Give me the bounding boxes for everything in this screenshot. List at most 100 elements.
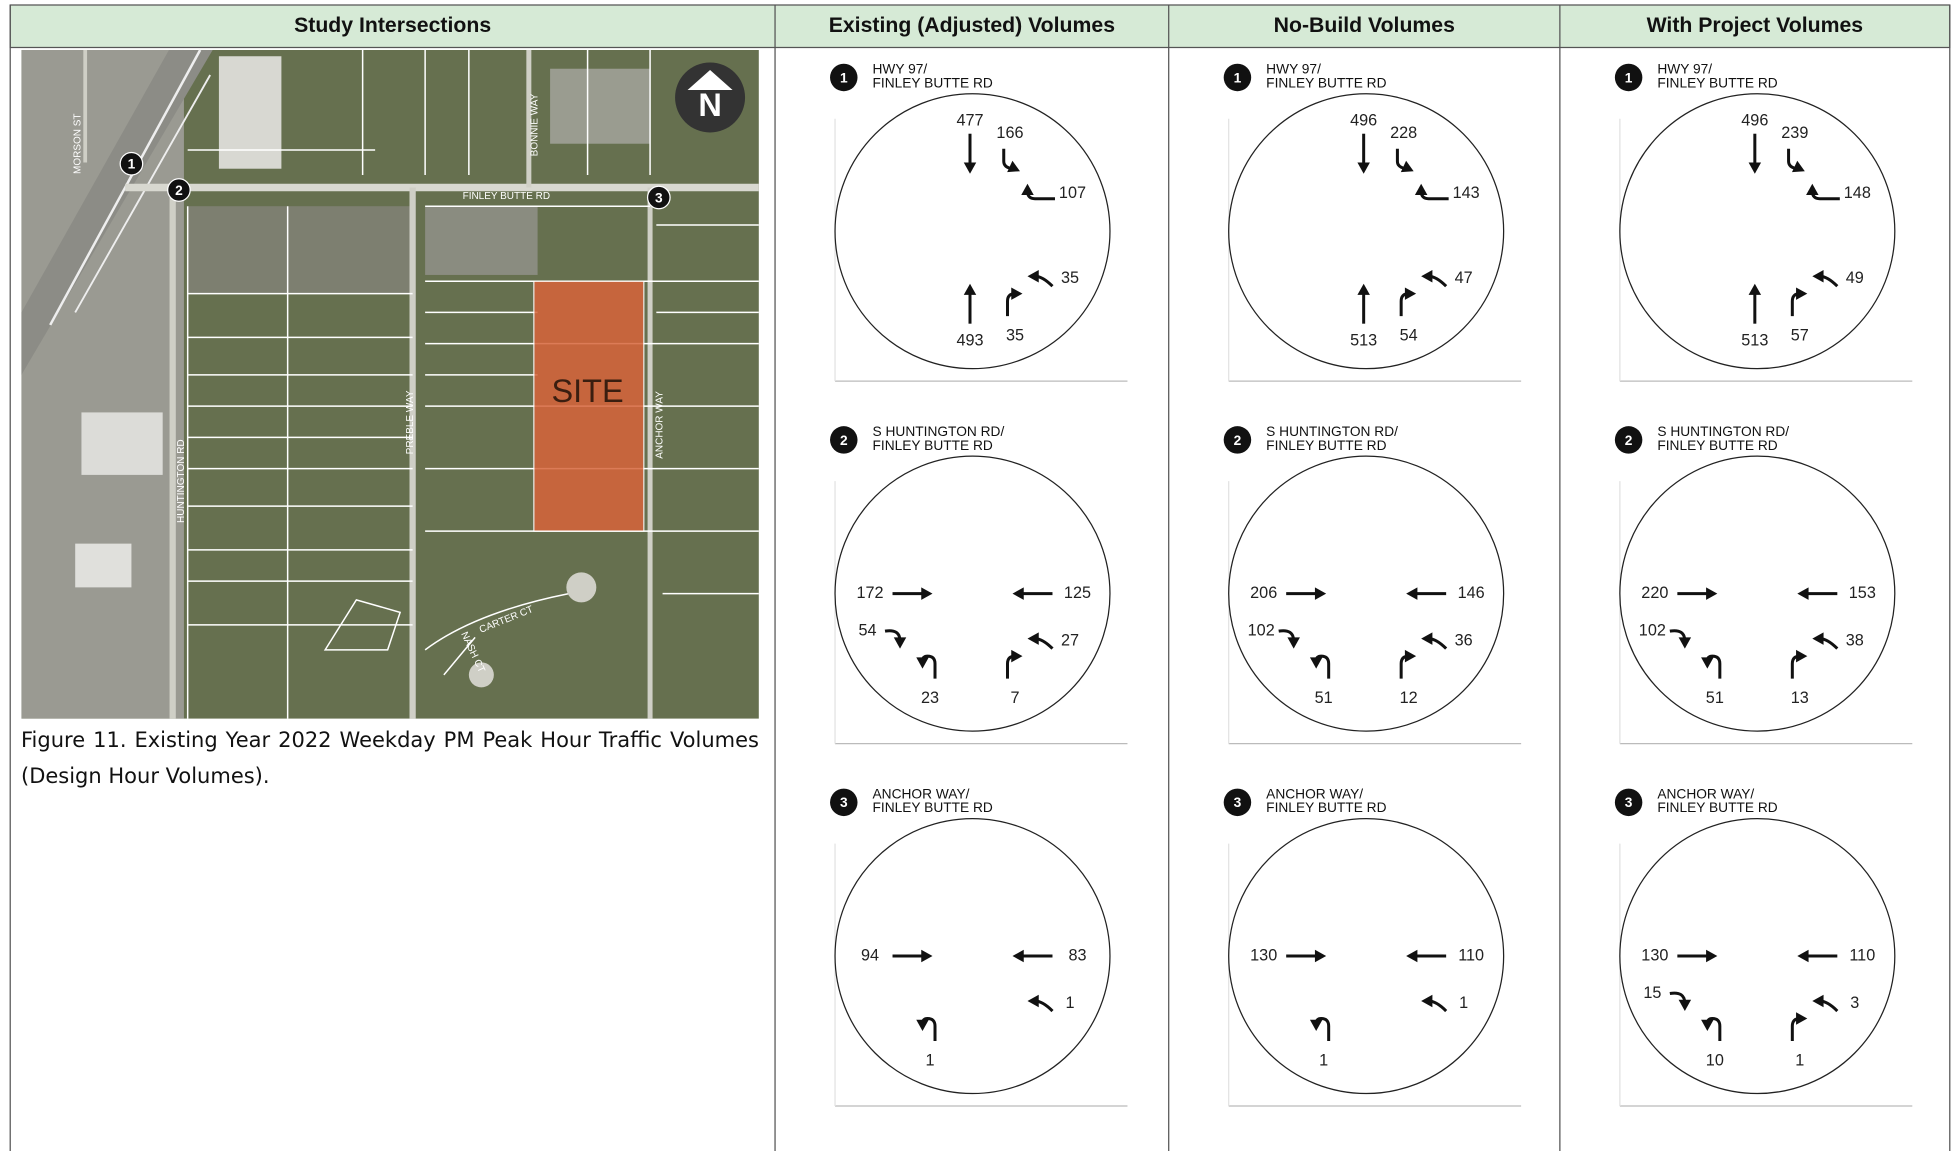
movement-arrow bbox=[1421, 994, 1448, 1013]
arrow-head bbox=[1791, 160, 1805, 173]
volume-label: 220 bbox=[1641, 584, 1668, 602]
volume-label: 10 bbox=[1706, 1051, 1724, 1069]
arrow-head bbox=[916, 657, 929, 669]
movement-arrow bbox=[884, 629, 907, 649]
arrow-head bbox=[1748, 162, 1762, 174]
intersection-diagram: 1 HWY 97/FINLEY BUTTE RD 477 166 107 35 493 35 bbox=[830, 62, 1128, 382]
volume-label: 3 bbox=[1850, 994, 1859, 1012]
intersection-number: 2 bbox=[1625, 433, 1633, 448]
intersection-diagram: 3 ANCHOR WAY/FINLEY BUTTE RD 130 110 1 1 bbox=[1223, 786, 1522, 1107]
arrow-head bbox=[1404, 287, 1417, 300]
movement-arrow bbox=[1790, 649, 1808, 679]
intersection-number: 1 bbox=[840, 70, 848, 85]
arrow-head bbox=[893, 637, 907, 649]
marker-number: 1 bbox=[128, 157, 136, 172]
arrow-head bbox=[1357, 283, 1370, 295]
volume-label: 36 bbox=[1455, 631, 1473, 649]
volume-label: 83 bbox=[1068, 946, 1086, 964]
intersection-circle bbox=[1619, 817, 1896, 1095]
intersection-circle bbox=[1619, 455, 1896, 732]
arrow-head bbox=[1806, 183, 1819, 195]
arrow-head bbox=[1701, 1019, 1714, 1032]
movement-arrow bbox=[963, 133, 977, 174]
movement-arrow bbox=[1669, 991, 1692, 1012]
volume-label: 1 bbox=[1459, 994, 1468, 1012]
movement-arrow bbox=[1399, 649, 1417, 679]
intersection-number: 2 bbox=[840, 433, 848, 448]
arrow-head bbox=[1421, 632, 1433, 645]
arrow-head bbox=[1406, 949, 1418, 963]
volume-label: 47 bbox=[1455, 269, 1473, 287]
intersection-circle bbox=[834, 93, 1111, 370]
arrow-head bbox=[1287, 637, 1300, 649]
arrow-head bbox=[1748, 283, 1762, 295]
volume-label: 110 bbox=[1458, 946, 1484, 964]
intersection-diagram: 2 S HUNTINGTON RD/FINLEY BUTTE RD 172 125 54… bbox=[830, 424, 1128, 745]
intersection-circle bbox=[1228, 817, 1505, 1095]
volume-label: 172 bbox=[856, 584, 883, 602]
arrow-head bbox=[1404, 649, 1417, 663]
volume-label: 1 bbox=[1319, 1051, 1328, 1069]
intersection-name: FINLEY BUTTE RD bbox=[1657, 800, 1777, 815]
intersection-number: 1 bbox=[1625, 70, 1633, 85]
movement-arrow bbox=[1005, 287, 1023, 317]
intersection-name: FINLEY BUTTE RD bbox=[1266, 800, 1386, 815]
volume-label: 239 bbox=[1781, 124, 1808, 142]
arrow-head bbox=[1357, 162, 1370, 174]
intersection-name: FINLEY BUTTE RD bbox=[873, 800, 993, 815]
volume-label: 153 bbox=[1849, 584, 1876, 602]
intersection-name: HWY 97/ bbox=[1266, 62, 1321, 77]
arrow-head bbox=[1021, 183, 1034, 195]
intersection-number: 2 bbox=[1234, 433, 1242, 448]
volume-label: 94 bbox=[861, 946, 879, 964]
volume-label: 12 bbox=[1400, 689, 1418, 707]
arrow-head bbox=[1406, 587, 1418, 600]
intersection-diagram: 2 S HUNTINGTON RD/FINLEY BUTTE RD 220 153 10… bbox=[1614, 424, 1913, 745]
intersection-name: HWY 97/ bbox=[873, 62, 928, 77]
arrow-head bbox=[1007, 160, 1020, 173]
movement-arrow bbox=[1701, 1017, 1722, 1042]
intersection-name: FINLEY BUTTE RD bbox=[1657, 75, 1777, 90]
intersection-name: S HUNTINGTON RD/ bbox=[873, 424, 1005, 439]
movement-arrow bbox=[1797, 587, 1838, 600]
volume-label: 110 bbox=[1849, 946, 1875, 964]
intersection-name: ANCHOR WAY/ bbox=[873, 786, 970, 801]
intersection-circle bbox=[1619, 93, 1896, 370]
arrow-head bbox=[1421, 994, 1433, 1008]
arrow-head bbox=[1012, 949, 1024, 963]
volume-label: 146 bbox=[1458, 584, 1485, 602]
arrow-head bbox=[1796, 649, 1808, 663]
map-label: SITE bbox=[551, 373, 623, 409]
intersection-number: 3 bbox=[840, 795, 848, 810]
map-label: PREBLE WAY bbox=[405, 390, 416, 454]
arrow-head bbox=[963, 162, 977, 174]
arrow-head bbox=[1812, 269, 1824, 283]
intersection-diagram: 2 S HUNTINGTON RD/FINLEY BUTTE RD 206 146 10… bbox=[1223, 424, 1522, 745]
movement-arrow bbox=[1701, 654, 1722, 679]
volume-label: 38 bbox=[1846, 631, 1864, 649]
intersection-name: S HUNTINGTON RD/ bbox=[1657, 424, 1789, 439]
intersection-name: ANCHOR WAY/ bbox=[1266, 786, 1363, 801]
volume-label: 27 bbox=[1061, 631, 1079, 649]
aerial-map bbox=[21, 49, 759, 719]
movement-arrow bbox=[1027, 269, 1054, 288]
intersection-marker bbox=[646, 185, 671, 210]
volume-label: 496 bbox=[1350, 112, 1377, 130]
intersection-name: FINLEY BUTTE RD bbox=[1657, 438, 1777, 453]
volume-label: 54 bbox=[858, 621, 876, 639]
arrow-head bbox=[1706, 949, 1718, 963]
volume-label: 125 bbox=[1064, 584, 1091, 602]
movement-arrow bbox=[1812, 632, 1839, 650]
intersection-name: FINLEY BUTTE RD bbox=[873, 75, 993, 90]
arrow-head bbox=[1314, 587, 1327, 600]
volume-label: 1 bbox=[1065, 994, 1074, 1012]
movement-arrow bbox=[1669, 629, 1692, 649]
volume-label: 493 bbox=[956, 331, 983, 349]
movement-arrow bbox=[1748, 283, 1762, 324]
intersection-diagram: 1 HWY 97/FINLEY BUTTE RD 496 228 143 47 513 54 bbox=[1223, 62, 1522, 382]
movement-arrow bbox=[1309, 654, 1331, 679]
intersection-diagram: 3 ANCHOR WAY/FINLEY BUTTE RD 130 110 15 3 10 1 bbox=[1614, 786, 1913, 1107]
arrow-head bbox=[1421, 269, 1433, 283]
movement-arrow bbox=[1787, 148, 1805, 173]
